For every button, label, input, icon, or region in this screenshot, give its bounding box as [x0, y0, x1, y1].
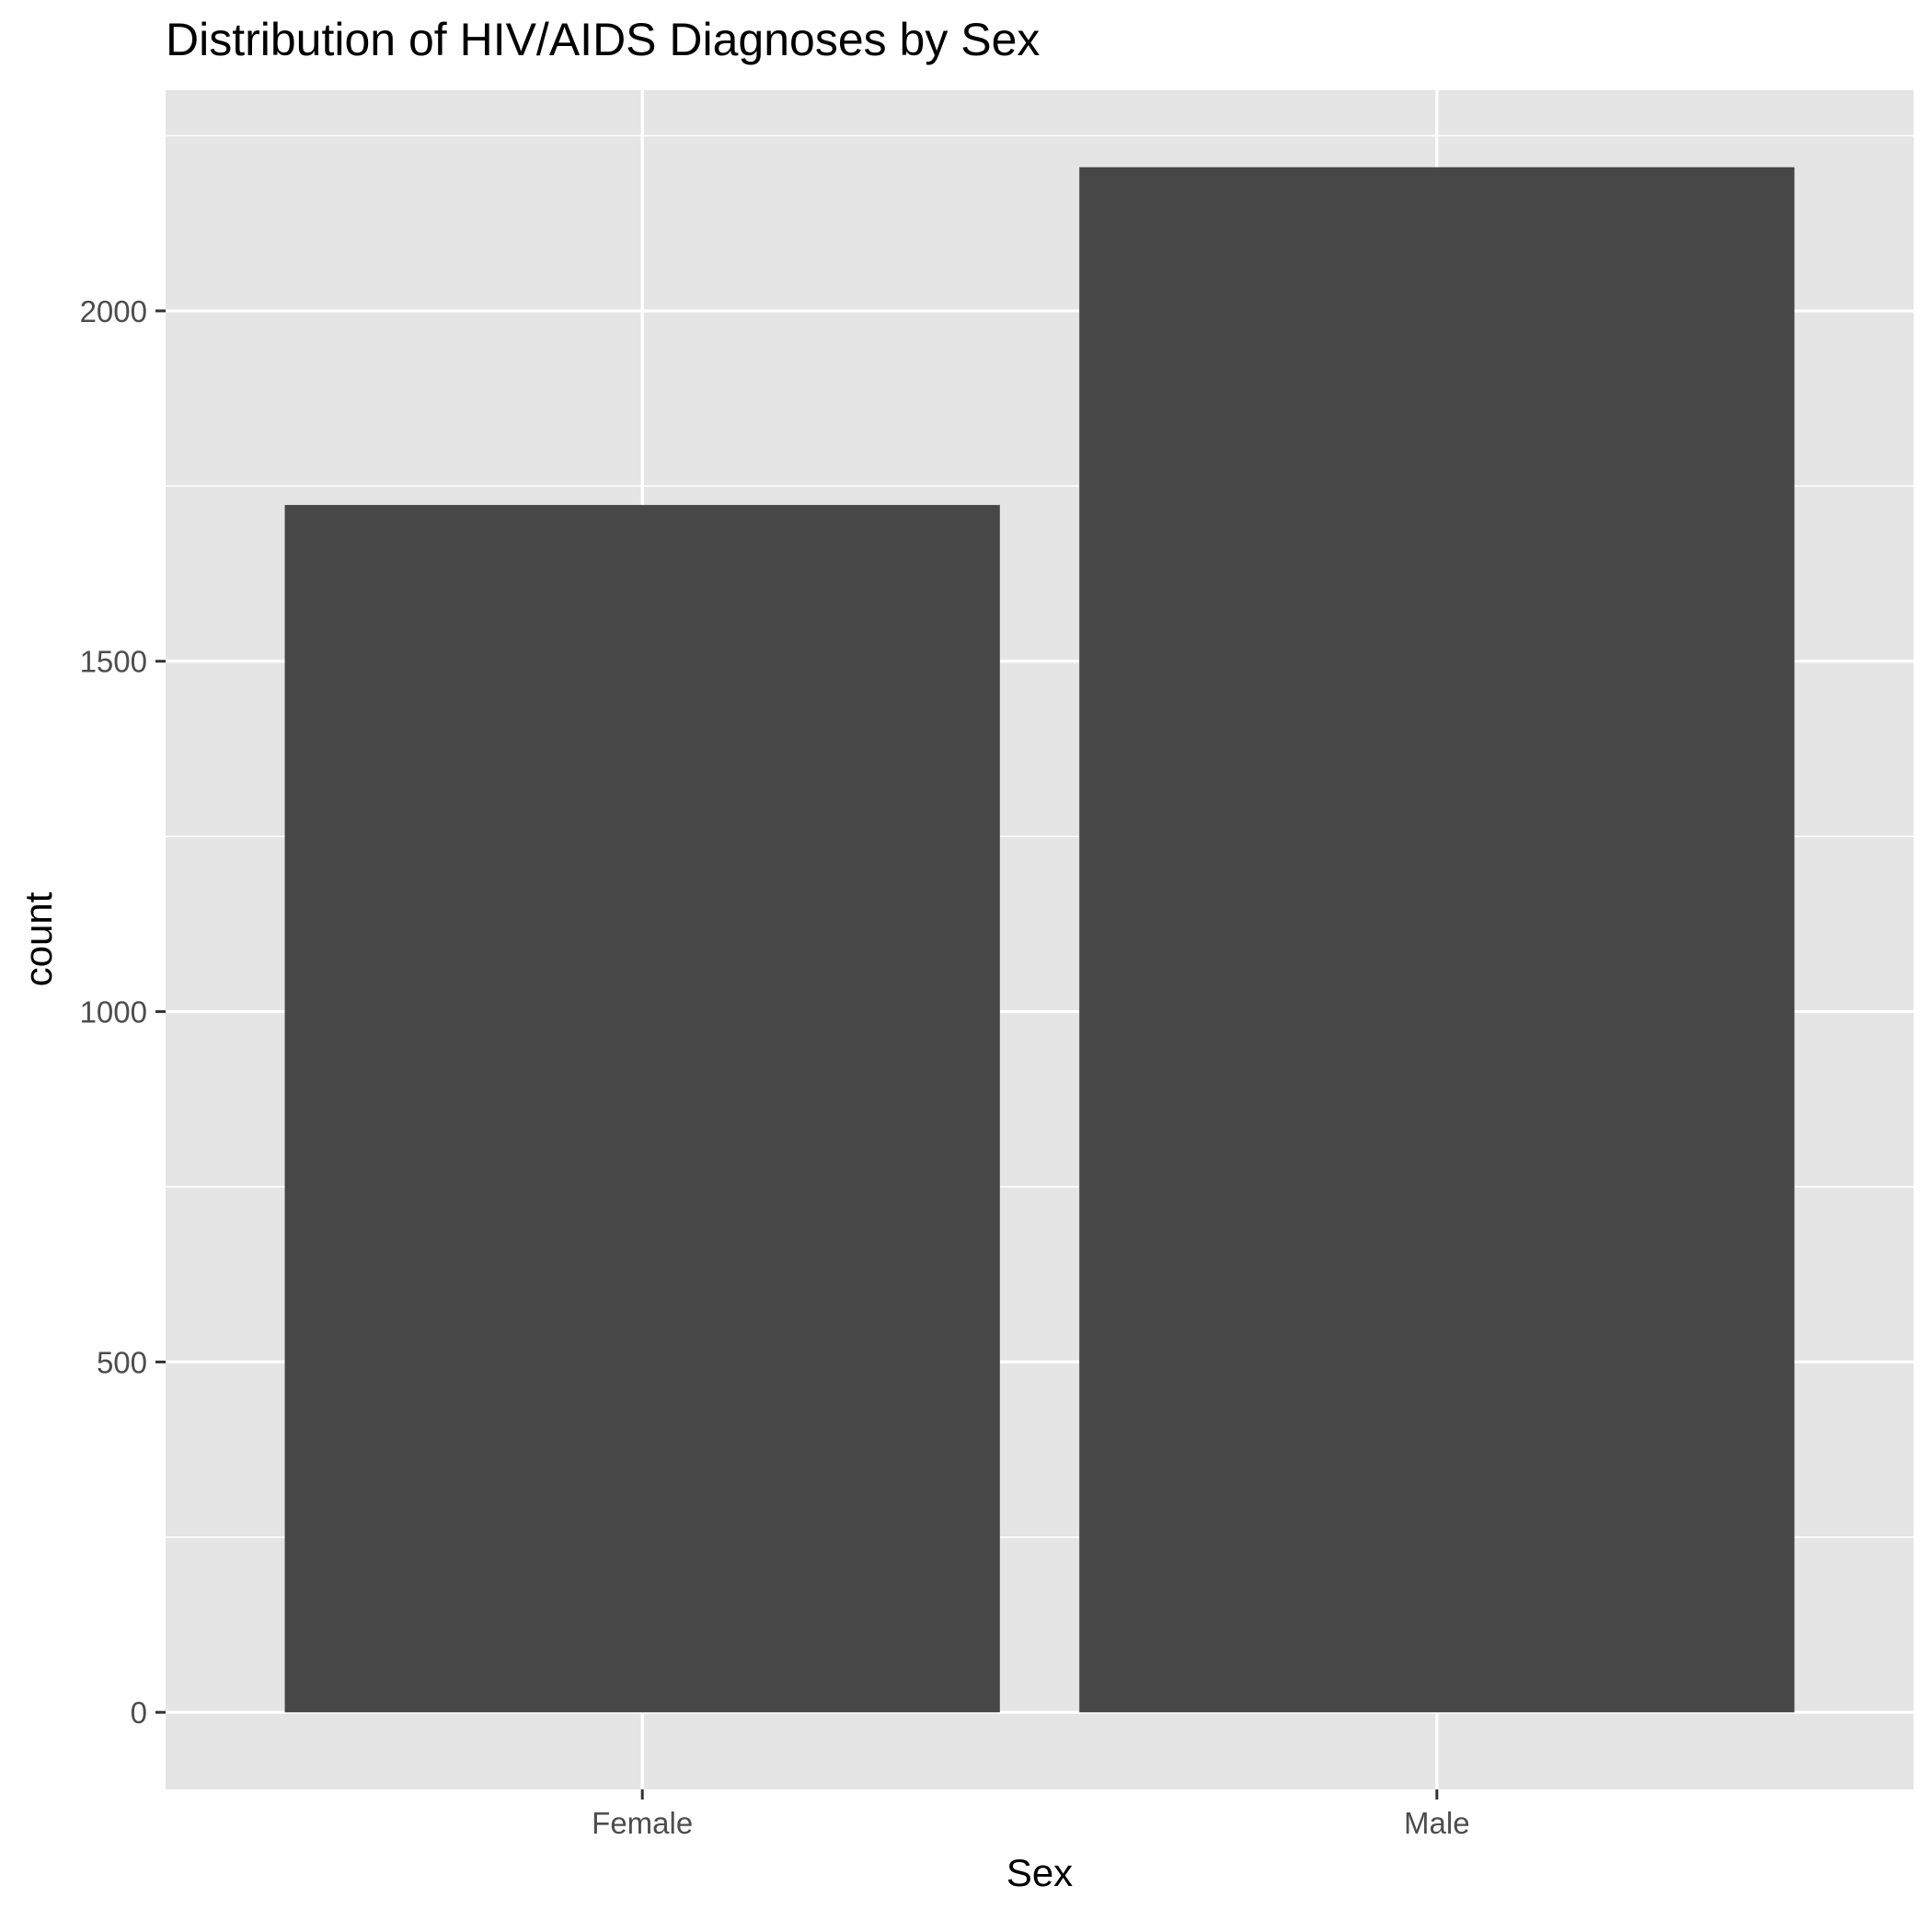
x-axis: Female Male: [592, 1789, 1470, 1840]
bar-male: [1079, 167, 1795, 1713]
x-axis-title: Sex: [1006, 1851, 1073, 1894]
y-axis: 0 500 1000 1500 2000: [80, 294, 166, 1730]
chart-title: Distribution of HIV/AIDS Diagnoses by Se…: [166, 14, 1040, 65]
y-tick-label: 0: [131, 1696, 147, 1730]
bar-female: [284, 504, 1000, 1713]
y-tick-label: 1500: [80, 645, 147, 679]
bars: [284, 167, 1795, 1713]
y-axis-title: count: [17, 891, 60, 986]
y-tick-label: 2000: [80, 294, 147, 328]
x-tick-label: Male: [1404, 1806, 1470, 1840]
x-tick-label: Female: [592, 1806, 693, 1840]
y-tick-label: 1000: [80, 995, 147, 1029]
y-tick-label: 500: [97, 1345, 147, 1379]
